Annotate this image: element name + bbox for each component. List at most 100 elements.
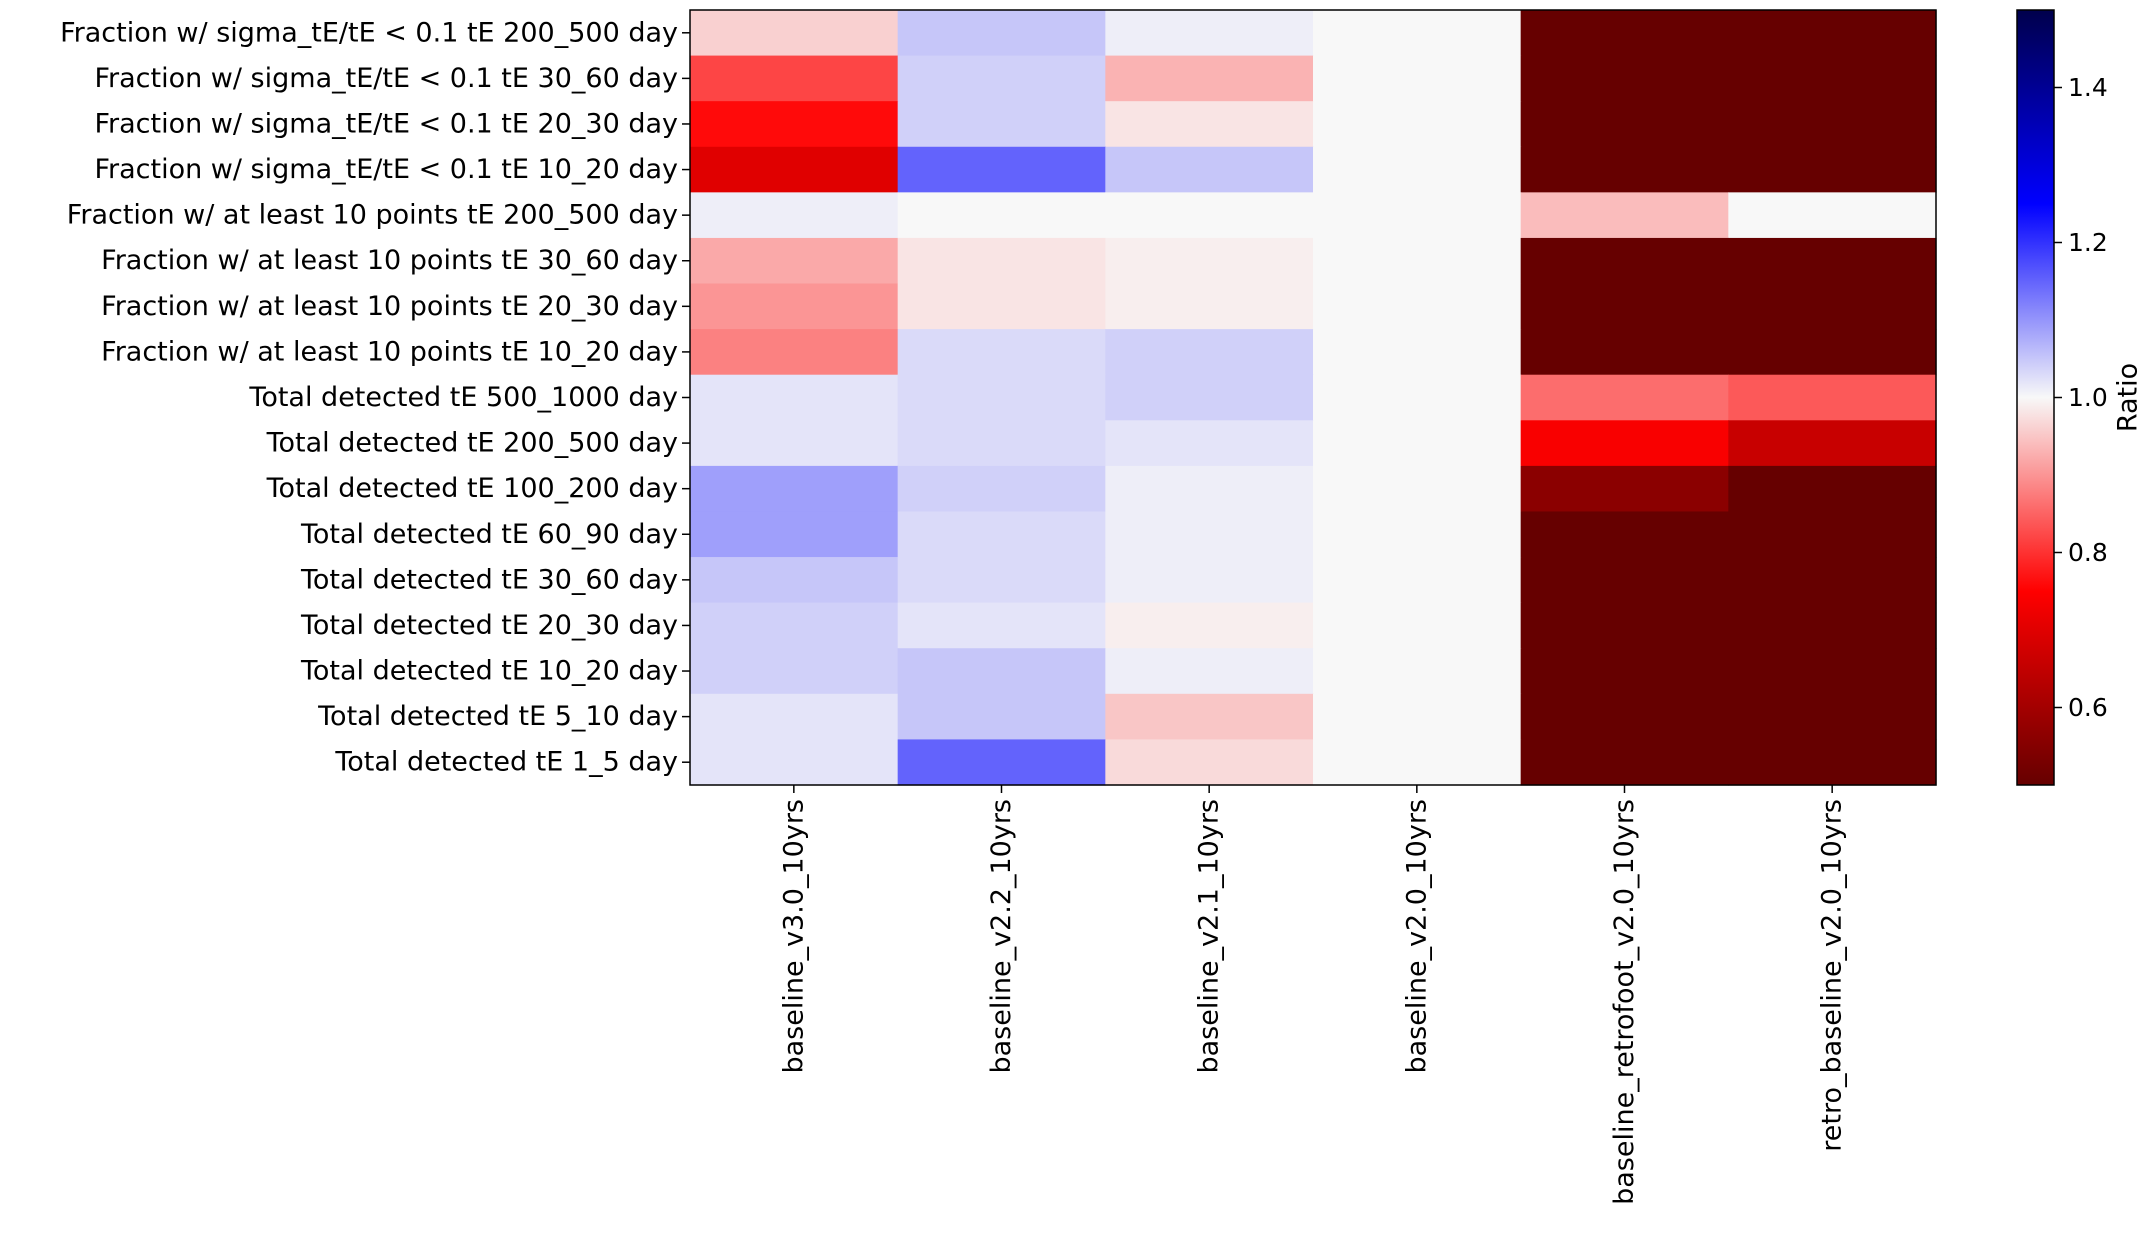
heatmap-cell — [1105, 329, 1314, 376]
heatmap-cell — [1313, 739, 1522, 786]
heatmap-cell — [1105, 101, 1314, 148]
heatmap-cell — [897, 55, 1106, 102]
colorbar-ticks: 0.6 0.8 1.0 1.2 1.4 — [2054, 73, 2108, 722]
y-tick-label: Total detected tE 5_10 day — [317, 701, 678, 732]
heatmap-cell — [1313, 374, 1522, 421]
heatmap-cell — [1728, 101, 1937, 148]
y-tick-label: Total detected tE 100_200 day — [266, 473, 678, 504]
heatmap-cell — [1313, 329, 1522, 376]
y-tick-label: Fraction w/ sigma_tE/tE < 0.1 tE 10_20 d… — [94, 154, 678, 185]
heatmap-cell — [1313, 237, 1522, 285]
heatmap-cell — [1313, 283, 1522, 330]
colorbar-tick-label: 1.2 — [2068, 228, 2108, 257]
heatmap-cell — [897, 693, 1106, 741]
heatmap-cell — [690, 648, 899, 695]
heatmap-cell — [1728, 557, 1937, 604]
heatmap-cell — [1520, 602, 1729, 649]
y-axis-labels: Fraction w/ sigma_tE/tE < 0.1 tE 200_500… — [60, 17, 690, 778]
heatmap-cell — [1728, 511, 1937, 558]
x-tick-label: baseline_v2.2_10yrs — [986, 799, 1017, 1074]
heatmap-cell — [1728, 739, 1937, 786]
heatmap-cell — [690, 237, 899, 285]
heatmap-cell — [1105, 693, 1314, 741]
heatmap-cell — [1313, 10, 1522, 57]
heatmap-cell — [690, 465, 899, 513]
colorbar-tick-label: 0.6 — [2068, 693, 2108, 722]
y-tick-label: Total detected tE 500_1000 day — [248, 382, 678, 413]
heatmap-cell — [1313, 602, 1522, 649]
heatmap-cell — [1728, 55, 1937, 102]
heatmap-cell — [1728, 374, 1937, 421]
heatmap-cell — [1313, 192, 1522, 239]
y-tick-label: Fraction w/ sigma_tE/tE < 0.1 tE 30_60 d… — [94, 63, 678, 94]
heatmap-cell — [1105, 511, 1314, 558]
heatmap-cell — [1520, 146, 1729, 193]
heatmap-cell — [1105, 602, 1314, 649]
heatmap-cell — [1313, 420, 1522, 467]
heatmap-cell — [1105, 192, 1314, 239]
heatmap-cell — [1520, 693, 1729, 741]
heatmap-cell — [1520, 55, 1729, 102]
heatmap-cell — [690, 602, 899, 649]
y-tick-label: Total detected tE 30_60 day — [300, 564, 678, 595]
heatmap-cell — [690, 420, 899, 467]
heatmap-cell — [1728, 192, 1937, 239]
heatmap-cell — [1105, 55, 1314, 102]
x-tick-label: baseline_v2.0_10yrs — [1401, 799, 1432, 1074]
colorbar-gradient — [2017, 10, 2054, 785]
heatmap-cell — [1520, 237, 1729, 285]
heatmap-cell — [1728, 10, 1937, 57]
heatmap-cell — [1520, 329, 1729, 376]
y-tick-label: Fraction w/ at least 10 points tE 30_60 … — [101, 245, 678, 276]
y-tick-label: Total detected tE 10_20 day — [300, 656, 678, 687]
heatmap-cell — [1728, 146, 1937, 193]
x-tick-label: baseline_v3.0_10yrs — [778, 799, 809, 1074]
heatmap-cell — [1105, 146, 1314, 193]
heatmap-cell — [897, 329, 1106, 376]
heatmap-cell — [1313, 557, 1522, 604]
heatmap-cell — [690, 146, 899, 193]
heatmap-cell — [1728, 329, 1937, 376]
heatmap-cell — [1520, 739, 1729, 786]
heatmap-cell — [897, 557, 1106, 604]
colorbar: 0.6 0.8 1.0 1.2 1.4 Ratio — [2016, 9, 2142, 786]
heatmap-cell — [1313, 101, 1522, 148]
heatmap-cell — [1728, 602, 1937, 649]
heatmap-cell — [690, 511, 899, 558]
heatmap-cell — [1105, 465, 1314, 513]
x-axis-labels: baseline_v3.0_10yrs baseline_v2.2_10yrs ba… — [778, 785, 1848, 1205]
heatmap-cell — [1105, 283, 1314, 330]
heatmap-cell — [897, 237, 1106, 285]
heatmap-cell — [1313, 693, 1522, 741]
heatmap-cell — [1520, 192, 1729, 239]
heatmap-cell — [897, 192, 1106, 239]
heatmap-cell — [897, 648, 1106, 695]
heatmap-cell — [1520, 511, 1729, 558]
heatmap-cell — [690, 374, 899, 421]
heatmap-cell — [897, 101, 1106, 148]
heatmap-cell — [690, 693, 899, 741]
heatmap-cell — [690, 739, 899, 786]
heatmap-cell — [1728, 648, 1937, 695]
heatmap-cell — [1313, 648, 1522, 695]
colorbar-tick-label: 0.8 — [2068, 538, 2108, 567]
y-tick-label: Total detected tE 200_500 day — [266, 428, 678, 459]
heatmap-cell — [897, 10, 1106, 57]
heatmap-cell — [690, 283, 899, 330]
y-tick-label: Fraction w/ at least 10 points tE 200_50… — [67, 200, 678, 231]
heatmap-cell — [1105, 648, 1314, 695]
y-tick-label: Fraction w/ sigma_tE/tE < 0.1 tE 200_500… — [60, 17, 678, 48]
heatmap-cell — [690, 557, 899, 604]
heatmap-cell — [1520, 10, 1729, 57]
heatmap-cell — [1520, 557, 1729, 604]
heatmap-cell — [690, 329, 899, 376]
x-tick-label: baseline_retrofoot_v2.0_10yrs — [1609, 799, 1640, 1205]
heatmap-cell — [690, 101, 899, 148]
heatmap-cell — [1520, 648, 1729, 695]
heatmap-cell — [1105, 374, 1314, 421]
heatmap-cell — [690, 192, 899, 239]
colorbar-label: Ratio — [2113, 363, 2142, 432]
heatmap-cell — [1520, 374, 1729, 421]
heatmap-cell — [1105, 739, 1314, 786]
